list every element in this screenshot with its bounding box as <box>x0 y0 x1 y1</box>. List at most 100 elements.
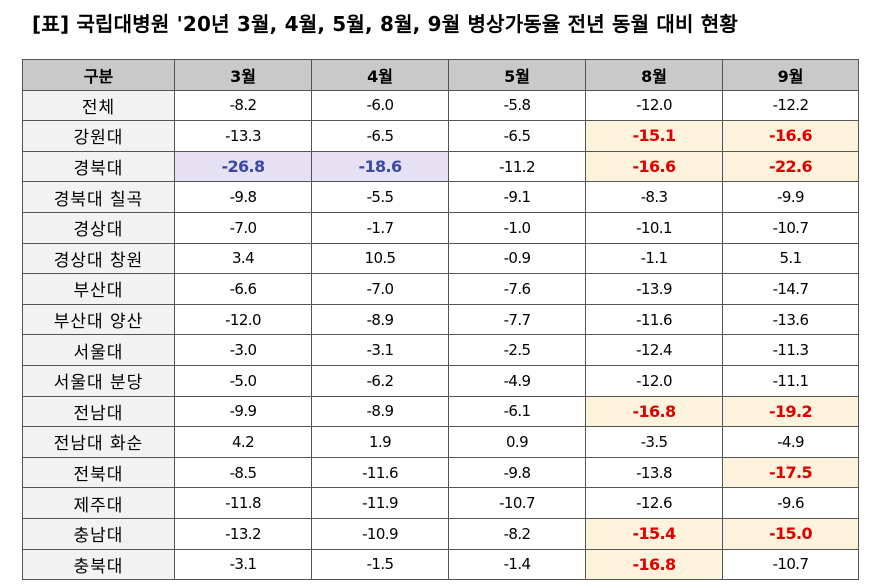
cell-value: -12.4 <box>585 334 723 366</box>
table-title: [표] 국립대병원 '20년 3월, 4월, 5월, 8월, 9월 병상가동율 … <box>32 12 738 36</box>
cell-value: -8.9 <box>311 303 449 336</box>
cell-value: -9.8 <box>174 181 312 213</box>
cell-value: 0.9 <box>448 426 586 458</box>
cell-value: 3.4 <box>174 242 312 275</box>
table-row: 충남대 -13.2 -10.9 -8.2 -15.4 -15.0 <box>22 517 859 550</box>
cell-value: -5.8 <box>448 89 586 122</box>
cell-value: -8.9 <box>311 395 449 428</box>
cell-value-highlight: -26.8 <box>174 150 312 183</box>
row-label: 경상대 창원 <box>22 242 175 275</box>
cell-value: -2.5 <box>448 334 586 366</box>
row-label: 전체 <box>22 89 175 122</box>
cell-value: -11.1 <box>722 364 859 397</box>
table-row: 부산대 양산 -12.0 -8.9 -7.7 -11.6 -13.6 <box>22 303 859 336</box>
cell-value: -7.7 <box>448 303 586 336</box>
header-september: 9월 <box>722 59 859 91</box>
cell-value: -11.8 <box>174 487 312 519</box>
cell-value: -9.9 <box>722 181 859 213</box>
table-row: 전북대 -8.5 -11.6 -9.8 -13.8 -17.5 <box>22 456 859 489</box>
cell-value-highlight: -19.2 <box>722 395 859 428</box>
cell-value: -8.5 <box>174 456 312 489</box>
header-category: 구분 <box>22 59 175 91</box>
cell-value: -9.8 <box>448 456 586 489</box>
cell-value: -10.1 <box>585 211 723 244</box>
cell-value: -6.5 <box>311 120 449 152</box>
cell-value: 5.1 <box>722 242 859 275</box>
cell-value-highlight: -16.8 <box>585 548 723 581</box>
cell-value: -6.0 <box>311 89 449 122</box>
cell-value: -7.0 <box>174 211 312 244</box>
cell-value: -10.7 <box>448 487 586 519</box>
cell-value: -13.6 <box>722 303 859 336</box>
cell-value: -1.0 <box>448 211 586 244</box>
cell-value: -13.3 <box>174 120 312 152</box>
cell-value: -0.9 <box>448 242 586 275</box>
row-label: 전북대 <box>22 456 175 489</box>
cell-value: -1.4 <box>448 548 586 581</box>
cell-value-highlight: -18.6 <box>311 150 449 183</box>
cell-value: -8.2 <box>448 517 586 550</box>
row-label: 충북대 <box>22 548 175 581</box>
cell-value: -5.5 <box>311 181 449 213</box>
row-label: 전남대 화순 <box>22 426 175 458</box>
header-march: 3월 <box>174 59 312 91</box>
cell-value: 10.5 <box>311 242 449 275</box>
cell-value: -8.2 <box>174 89 312 122</box>
cell-value: -8.3 <box>585 181 723 213</box>
cell-value: -7.0 <box>311 273 449 305</box>
cell-value: 1.9 <box>311 426 449 458</box>
row-label: 전남대 <box>22 395 175 428</box>
cell-value: -10.7 <box>722 211 859 244</box>
table-row: 강원대 -13.3 -6.5 -6.5 -15.1 -16.6 <box>22 120 859 152</box>
cell-value: -13.8 <box>585 456 723 489</box>
cell-value: -12.0 <box>174 303 312 336</box>
cell-value: -3.0 <box>174 334 312 366</box>
cell-value: -4.9 <box>722 426 859 458</box>
table-row: 전남대 화순 4.2 1.9 0.9 -3.5 -4.9 <box>22 426 859 458</box>
cell-value: -1.1 <box>585 242 723 275</box>
cell-value-highlight: -15.4 <box>585 517 723 550</box>
cell-value: -13.2 <box>174 517 312 550</box>
cell-value: -7.6 <box>448 273 586 305</box>
cell-value: -3.5 <box>585 426 723 458</box>
row-label: 부산대 <box>22 273 175 305</box>
cell-value-highlight: -16.6 <box>585 150 723 183</box>
cell-value: -11.6 <box>585 303 723 336</box>
cell-value: -11.3 <box>722 334 859 366</box>
row-label: 서울대 <box>22 334 175 366</box>
header-august: 8월 <box>585 59 723 91</box>
cell-value: -12.0 <box>585 364 723 397</box>
table-row: 전체 -8.2 -6.0 -5.8 -12.0 -12.2 <box>22 89 859 122</box>
cell-value-highlight: -15.1 <box>585 120 723 152</box>
table-row: 서울대 분당 -5.0 -6.2 -4.9 -12.0 -11.1 <box>22 364 859 397</box>
row-label: 경북대 칠곡 <box>22 181 175 213</box>
table-row: 경북대 칠곡 -9.8 -5.5 -9.1 -8.3 -9.9 <box>22 181 859 213</box>
table-row: 제주대 -11.8 -11.9 -10.7 -12.6 -9.6 <box>22 487 859 519</box>
cell-value: -9.6 <box>722 487 859 519</box>
table-row: 충북대 -3.1 -1.5 -1.4 -16.8 -10.7 <box>22 548 859 581</box>
cell-value: -14.7 <box>722 273 859 305</box>
cell-value: -9.1 <box>448 181 586 213</box>
occupancy-table: 구분 3월 4월 5월 8월 9월 전체 -8.2 -6.0 -5.8 -12.… <box>22 59 859 581</box>
table-row: 경북대 -26.8 -18.6 -11.2 -16.6 -22.6 <box>22 150 859 183</box>
table-row: 경상대 창원 3.4 10.5 -0.9 -1.1 5.1 <box>22 242 859 275</box>
cell-value: -6.2 <box>311 364 449 397</box>
cell-value-highlight: -16.8 <box>585 395 723 428</box>
cell-value: -10.7 <box>722 548 859 581</box>
cell-value: -3.1 <box>311 334 449 366</box>
row-label: 강원대 <box>22 120 175 152</box>
cell-value: -1.7 <box>311 211 449 244</box>
row-label: 경북대 <box>22 150 175 183</box>
cell-value: -3.1 <box>174 548 312 581</box>
row-label: 경상대 <box>22 211 175 244</box>
cell-value: -4.9 <box>448 364 586 397</box>
cell-value-highlight: -16.6 <box>722 120 859 152</box>
cell-value: -10.9 <box>311 517 449 550</box>
cell-value: -11.9 <box>311 487 449 519</box>
cell-value: -11.6 <box>311 456 449 489</box>
row-label: 부산대 양산 <box>22 303 175 336</box>
row-label: 제주대 <box>22 487 175 519</box>
cell-value: -12.6 <box>585 487 723 519</box>
cell-value: -6.1 <box>448 395 586 428</box>
header-row: 구분 3월 4월 5월 8월 9월 <box>22 59 859 91</box>
